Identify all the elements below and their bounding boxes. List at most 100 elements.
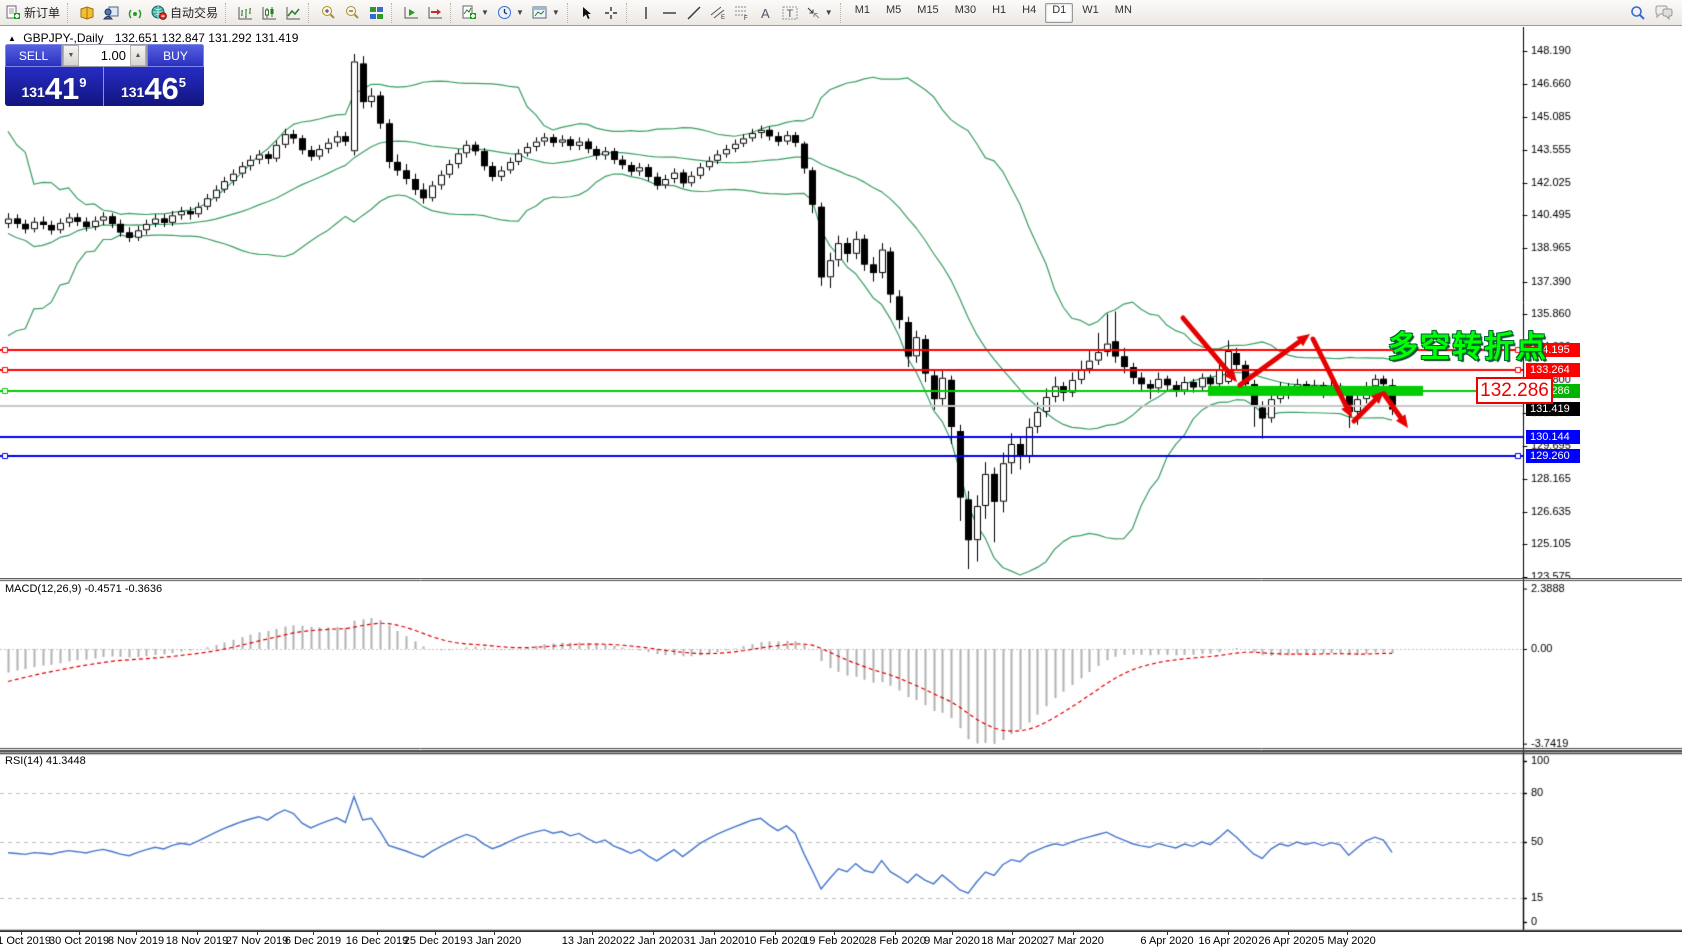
tf-M15-button[interactable]: M15 — [917, 3, 939, 16]
toolbar-separator — [308, 2, 313, 23]
templates-button[interactable]: ▼ — [528, 2, 564, 24]
date-tick — [952, 932, 953, 935]
data-window-button[interactable] — [99, 2, 123, 24]
toolbar-separator — [67, 2, 72, 23]
price-tag-130.144[interactable]: 130.144 — [1526, 429, 1580, 444]
text-label-icon: T — [782, 6, 798, 20]
tile-windows-button[interactable] — [364, 2, 388, 24]
symbol-marker-icon: ▲ — [8, 34, 16, 43]
svg-text:A: A — [761, 6, 770, 20]
price-tag-129.260[interactable]: 129.260 — [1526, 448, 1580, 463]
horizontal-line-button[interactable] — [658, 2, 682, 24]
sell-price[interactable]: 131 41 9 — [5, 67, 104, 106]
main-chart-canvas[interactable] — [0, 27, 1682, 578]
annotation-text[interactable]: 多空转折点 — [1388, 331, 1548, 364]
book-icon — [80, 5, 94, 20]
chevron-down-icon: ▼ — [481, 8, 489, 17]
date-label: 28 Feb 2020 — [864, 935, 926, 947]
vertical-line-button[interactable] — [634, 2, 658, 24]
indicators-icon — [462, 5, 477, 19]
zoom-in-button[interactable] — [316, 2, 340, 24]
macd-indicator-label: MACD(12,26,9) -0.4571 -0.3636 — [5, 583, 163, 595]
auto-scroll-button[interactable] — [399, 2, 423, 24]
chat-icon[interactable] — [1654, 5, 1674, 21]
indicators-button[interactable]: ▼ — [458, 2, 493, 24]
date-label: 31 Jan 2020 — [683, 935, 745, 947]
one-click-trading-panel: SELL ▼ 1.00 ▲ BUY 131 41 9 131 46 5 — [5, 44, 204, 106]
crosshair-icon — [604, 6, 617, 19]
price-tag-131.419[interactable]: 131.419 — [1526, 402, 1580, 417]
arrows-button[interactable]: ▼ — [802, 2, 837, 24]
tf-M30-button[interactable]: M30 — [954, 3, 977, 16]
periods-button[interactable]: ▼ — [493, 2, 528, 24]
sell-price-prefix: 131 — [21, 84, 45, 100]
crosshair-button[interactable] — [599, 2, 623, 24]
auto-trading-button[interactable]: 自动交易 — [147, 2, 222, 24]
sell-price-big: 41 — [44, 71, 80, 106]
tf-MN-button[interactable]: MN — [1114, 3, 1132, 16]
auto-trading-icon — [151, 5, 167, 20]
channel-button[interactable]: E — [706, 2, 730, 24]
date-label: 9 Mar 2020 — [924, 935, 980, 947]
date-tick — [1167, 932, 1168, 935]
chart-title: ▲ GBPJPY-,Daily 132.651 132.847 131.292 … — [8, 31, 298, 45]
date-label: 8 Nov 2019 — [107, 935, 165, 947]
tf-H4-button[interactable]: H4 — [1022, 3, 1037, 16]
trendline-icon — [687, 6, 701, 19]
zoom-in-icon — [322, 6, 335, 19]
tf-M1-button[interactable]: M1 — [854, 3, 870, 16]
date-label: 3 Jan 2020 — [466, 935, 522, 947]
buy-button[interactable]: BUY — [147, 44, 204, 67]
toolbar-separator — [450, 2, 455, 23]
date-label: 16 Dec 2019 — [345, 935, 409, 947]
bar-chart-button[interactable] — [233, 2, 257, 24]
date-label: 30 Oct 2019 — [49, 935, 109, 947]
volume-increase-button[interactable]: ▲ — [130, 45, 146, 66]
fibonacci-icon: F — [734, 6, 748, 20]
price-tag-134.195[interactable]: 134.195 — [1526, 343, 1580, 358]
buy-price-sup: 5 — [178, 75, 187, 90]
date-tick — [1347, 932, 1348, 935]
line-chart-button[interactable] — [281, 2, 305, 24]
volume-value[interactable]: 1.00 — [100, 48, 126, 63]
zoom-out-button[interactable] — [340, 2, 364, 24]
chart-shift-icon — [428, 6, 442, 18]
buy-price[interactable]: 131 46 5 — [104, 67, 203, 106]
buy-price-prefix: 131 — [120, 84, 145, 100]
tf-W1-button[interactable]: W1 — [1082, 3, 1099, 16]
signals-button[interactable] — [123, 2, 147, 24]
date-tick — [1073, 932, 1074, 935]
tf-M5-button[interactable]: M5 — [886, 3, 902, 16]
date-tick — [1288, 932, 1289, 935]
cursor-button[interactable] — [575, 2, 599, 24]
chevron-down-icon: ▼ — [824, 8, 833, 17]
date-tick — [1228, 932, 1229, 935]
zoom-out-icon — [346, 6, 359, 19]
text-label-button[interactable]: T — [778, 2, 802, 24]
price-callout-box[interactable]: 132.286 — [1476, 377, 1553, 404]
new-order-button[interactable]: 新订单 — [2, 2, 64, 24]
equidistant-channel-icon: E — [710, 6, 725, 20]
market-watch-button[interactable] — [75, 2, 99, 24]
text-button[interactable]: A — [754, 2, 778, 24]
trendline-button[interactable] — [682, 2, 706, 24]
tf-D1-button[interactable]: D1 — [1045, 2, 1074, 23]
search-icon[interactable] — [1630, 5, 1646, 21]
rsi-pane-canvas[interactable] — [0, 751, 1682, 931]
toolbar-separator — [839, 2, 845, 23]
sell-button[interactable]: SELL — [5, 44, 62, 67]
candlestick-chart-button[interactable] — [257, 2, 281, 24]
price-tag-133.264[interactable]: 133.264 — [1526, 362, 1580, 377]
fibonacci-button[interactable]: F — [730, 2, 754, 24]
chart-shift-button[interactable] — [423, 2, 447, 24]
tf-H1-button[interactable]: H1 — [992, 3, 1007, 16]
macd-pane-canvas[interactable] — [0, 578, 1682, 751]
toolbar-separator — [625, 2, 631, 23]
date-label: 19 Feb 2020 — [803, 935, 865, 947]
tile-windows-icon — [369, 6, 383, 19]
template-icon — [532, 6, 547, 18]
volume-decrease-button[interactable]: ▼ — [63, 45, 79, 66]
date-tick — [435, 932, 436, 935]
